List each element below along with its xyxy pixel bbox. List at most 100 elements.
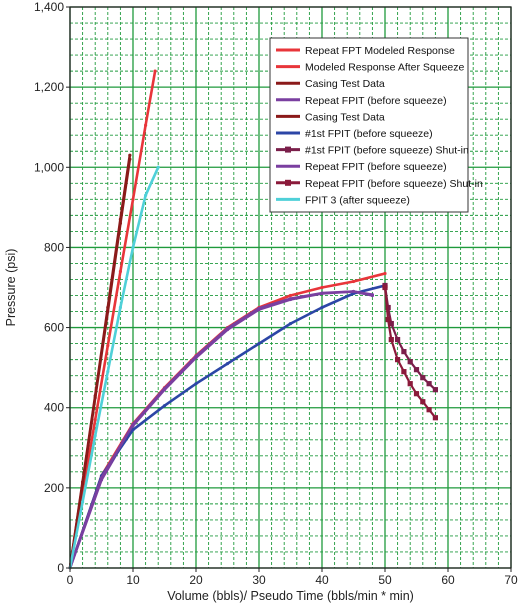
series-marker-2 (131, 197, 135, 201)
legend: Repeat FPT Modeled Response Modeled Respo… (269, 37, 483, 213)
series-marker-6 (131, 428, 135, 432)
series-marker-8 (194, 354, 198, 359)
series-marker-8 (370, 293, 374, 297)
legend-label: #1st FPIT (before squeeze) (305, 128, 433, 140)
series-marker-10 (106, 370, 110, 374)
series-marker-5 (93, 396, 97, 400)
series-marker-7 (407, 359, 413, 365)
series-marker-9 (388, 336, 394, 343)
x-tick-label: 70 (504, 573, 518, 587)
series-marker-7 (388, 320, 394, 327)
series-marker-7 (420, 375, 426, 381)
series-marker-10 (93, 434, 97, 438)
series-marker-7 (385, 304, 391, 311)
legend-label: Casing Test Data (305, 111, 385, 123)
y-tick-label: 1,200 (34, 80, 64, 94)
series-line-9 (383, 286, 437, 419)
series-marker-9 (413, 391, 420, 397)
series-marker-9 (432, 415, 438, 421)
series-marker-8 (320, 291, 324, 295)
series-marker-10 (156, 165, 160, 169)
series-layer (68, 69, 438, 570)
legend-swatch-marker (285, 146, 291, 153)
series-marker-6 (257, 342, 261, 346)
x-tick-label: 20 (189, 573, 203, 587)
tick-layer: 0 10 20 30 40 50 60 70 0 200 400 600 800 1,000 1,200 1,… (34, 0, 518, 587)
y-tick-label: 400 (44, 401, 64, 415)
series-marker-8 (99, 476, 104, 480)
series-marker-7 (401, 349, 407, 355)
series-line-7 (383, 284, 437, 391)
x-tick-label: 10 (126, 573, 140, 587)
y-tick-label: 0 (57, 561, 64, 575)
x-tick-label: 50 (378, 573, 392, 587)
x-tick-label: 0 (67, 573, 74, 587)
series-marker-10 (144, 193, 148, 197)
series-marker-8 (351, 289, 356, 294)
series-marker-1 (288, 293, 293, 298)
y-tick-label: 200 (44, 481, 64, 495)
series-marker-10 (131, 245, 135, 250)
series-line-5 (68, 158, 132, 570)
legend-label: Repeat FPT Modeled Response (305, 45, 455, 57)
series-marker-8 (225, 326, 230, 330)
series-marker-2 (153, 69, 157, 73)
y-tick-label: 1,400 (34, 0, 64, 14)
legend-box (269, 37, 469, 213)
series-marker-5 (106, 309, 110, 314)
series-line-10 (68, 166, 160, 570)
series-marker-2 (118, 269, 122, 274)
series-marker-9 (426, 407, 432, 413)
series-marker-7 (432, 387, 438, 393)
series-marker-1 (383, 271, 387, 276)
series-marker-6 (194, 382, 198, 386)
series-marker-9 (401, 369, 407, 375)
series-marker-8 (288, 297, 293, 301)
series-marker-2 (106, 344, 110, 348)
y-tick-label: 1,000 (34, 160, 64, 174)
plot-frame (69, 6, 512, 569)
x-tick-label: 60 (441, 573, 455, 587)
series-marker-9 (385, 316, 391, 323)
series-marker-9 (382, 284, 388, 291)
series-marker-9 (407, 381, 413, 387)
series-marker-9 (420, 399, 426, 405)
legend-swatch-marker (285, 179, 291, 186)
series-marker-5 (128, 157, 132, 161)
series-marker-7 (426, 381, 432, 387)
x-tick-label: 30 (252, 573, 266, 587)
legend-label: FPIT 3 (after squeeze) (305, 194, 410, 206)
legend-label: #1st FPIT (before squeeze) Shut-in (305, 145, 469, 157)
series-marker-5 (118, 221, 122, 225)
series-marker-6 (288, 321, 293, 326)
y-tick-label: 600 (44, 321, 64, 335)
series-marker-8 (162, 386, 167, 391)
series-marker-7 (395, 336, 401, 343)
x-tick-label: 40 (315, 573, 329, 587)
series-marker-8 (257, 306, 261, 310)
y-tick-label: 800 (44, 240, 64, 254)
legend-label: Repeat FPIT (before squeeze) (305, 161, 447, 173)
series-marker-3 (128, 153, 132, 157)
series-marker-9 (395, 357, 401, 363)
series-marker-2 (93, 418, 97, 422)
series-marker-6 (162, 404, 167, 408)
series-marker-2 (144, 123, 148, 127)
series-marker-6 (225, 362, 230, 366)
y-axis-title: Pressure (psi) (4, 249, 18, 327)
series-marker-8 (131, 422, 135, 427)
series-marker-5 (81, 482, 85, 486)
legend-label: Casing Test Data (305, 78, 385, 90)
series-marker-1 (351, 279, 356, 284)
series-marker-1 (320, 285, 324, 290)
series-marker-10 (118, 305, 122, 310)
series-marker-7 (413, 367, 420, 373)
legend-label: Repeat FPIT (before squeeze) Shut-in (305, 178, 483, 190)
series-line-2 (68, 69, 157, 570)
legend-label: Repeat FPIT (before squeeze) (305, 95, 447, 107)
series-marker-6 (320, 305, 324, 310)
x-axis-title: Volume (bbls)/ Pseudo Time (bbls/min * m… (167, 589, 414, 603)
series-marker-10 (81, 500, 85, 504)
legend-label: Modeled Response After Squeeze (305, 62, 465, 74)
